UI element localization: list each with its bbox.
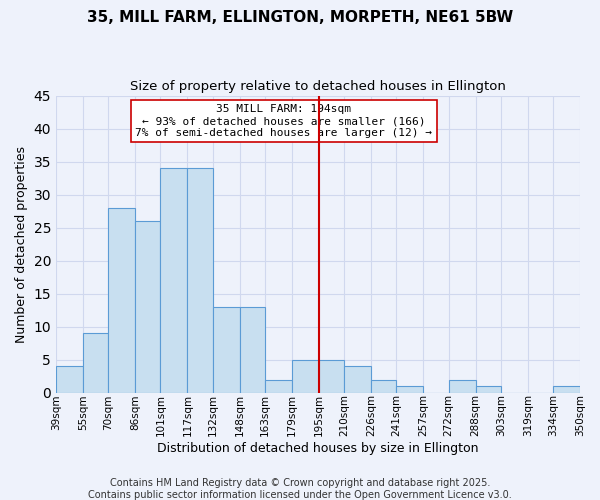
Bar (187, 168, 213, 393)
Bar (344, 366, 371, 393)
Bar (265, 380, 292, 393)
Bar (56, 366, 83, 393)
Bar (135, 221, 160, 393)
Bar (397, 386, 424, 393)
Bar (449, 380, 476, 393)
Bar (476, 386, 501, 393)
Text: 35 MILL FARM: 194sqm
← 93% of detached houses are smaller (166)
7% of semi-detac: 35 MILL FARM: 194sqm ← 93% of detached h… (136, 104, 433, 138)
Bar (371, 380, 397, 393)
Text: 35, MILL FARM, ELLINGTON, MORPETH, NE61 5BW: 35, MILL FARM, ELLINGTON, MORPETH, NE61 … (87, 10, 513, 25)
Bar (213, 307, 239, 393)
Bar (553, 386, 580, 393)
Bar (160, 168, 187, 393)
Bar (83, 334, 108, 393)
Bar (319, 360, 344, 393)
X-axis label: Distribution of detached houses by size in Ellington: Distribution of detached houses by size … (157, 442, 479, 455)
Bar (292, 360, 319, 393)
Title: Size of property relative to detached houses in Ellington: Size of property relative to detached ho… (130, 80, 506, 93)
Bar (108, 208, 135, 393)
Bar (239, 307, 265, 393)
Text: Contains HM Land Registry data © Crown copyright and database right 2025.
Contai: Contains HM Land Registry data © Crown c… (88, 478, 512, 500)
Y-axis label: Number of detached properties: Number of detached properties (15, 146, 28, 342)
